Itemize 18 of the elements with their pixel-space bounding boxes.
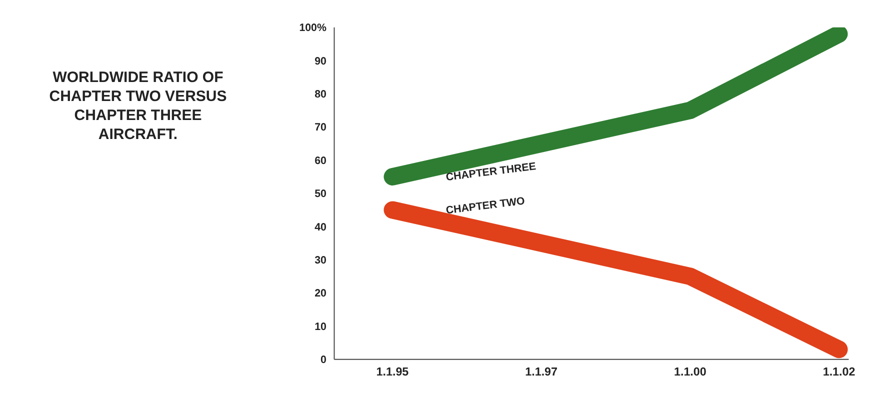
y-tick-label: 70: [314, 122, 326, 134]
y-tick-label: 40: [314, 221, 326, 234]
y-tick-label: 20: [314, 288, 326, 300]
y-tick-label: 80: [314, 88, 326, 101]
x-tick-label: 1.1.95: [376, 365, 410, 378]
x-tick-label: 1.1.00: [674, 365, 706, 378]
y-tick-label: 100%: [299, 22, 327, 34]
text: WORLDWIDE RATIO OF CHAPTER TWO VERSUS CHAPTER THREE AIRCRAFT.: [48, 68, 228, 144]
x-tick-label: 1.1.02: [822, 365, 856, 378]
y-tick-label: 50: [314, 188, 326, 200]
x-tick-label: 1.1.97: [525, 365, 558, 378]
y-tick-label: 0: [320, 354, 326, 366]
y-tick-label: 60: [314, 154, 326, 167]
y-tick-label: 90: [314, 55, 326, 68]
text: CHAPTER TWO: [445, 195, 526, 217]
y-tick-label: 30: [314, 254, 326, 267]
text: CHAPTER THREE: [445, 160, 536, 184]
y-tick-label: 10: [314, 320, 326, 333]
